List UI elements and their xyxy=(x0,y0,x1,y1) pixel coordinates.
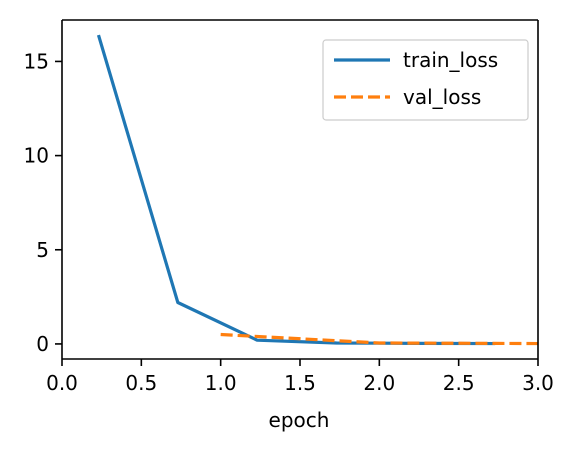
plot-area xyxy=(96,34,539,346)
x-tick-label: 2.5 xyxy=(443,371,475,395)
legend-label-val-loss: val_loss xyxy=(403,85,481,109)
y-tick-label: 10 xyxy=(24,144,49,168)
x-axis-title: epoch xyxy=(269,408,330,432)
axes: 0.0 0.5 1.0 1.5 2.0 2.5 3.0 0 5 10 15 xyxy=(24,19,554,395)
legend: train_loss val_loss xyxy=(322,39,529,121)
x-tick-label: 1.0 xyxy=(205,371,237,395)
x-tick-label: 0.5 xyxy=(125,371,157,395)
legend-label-train-loss: train_loss xyxy=(403,48,498,72)
y-tick-label: 0 xyxy=(36,332,49,356)
x-tick-label: 1.5 xyxy=(284,371,316,395)
y-tick-label: 5 xyxy=(36,238,49,262)
x-tick-label: 3.0 xyxy=(522,371,554,395)
y-tick-label: 15 xyxy=(24,49,49,73)
x-tick-label: 0.0 xyxy=(46,371,78,395)
x-tick-label: 2.0 xyxy=(363,371,395,395)
series-line-val-loss xyxy=(220,332,539,346)
